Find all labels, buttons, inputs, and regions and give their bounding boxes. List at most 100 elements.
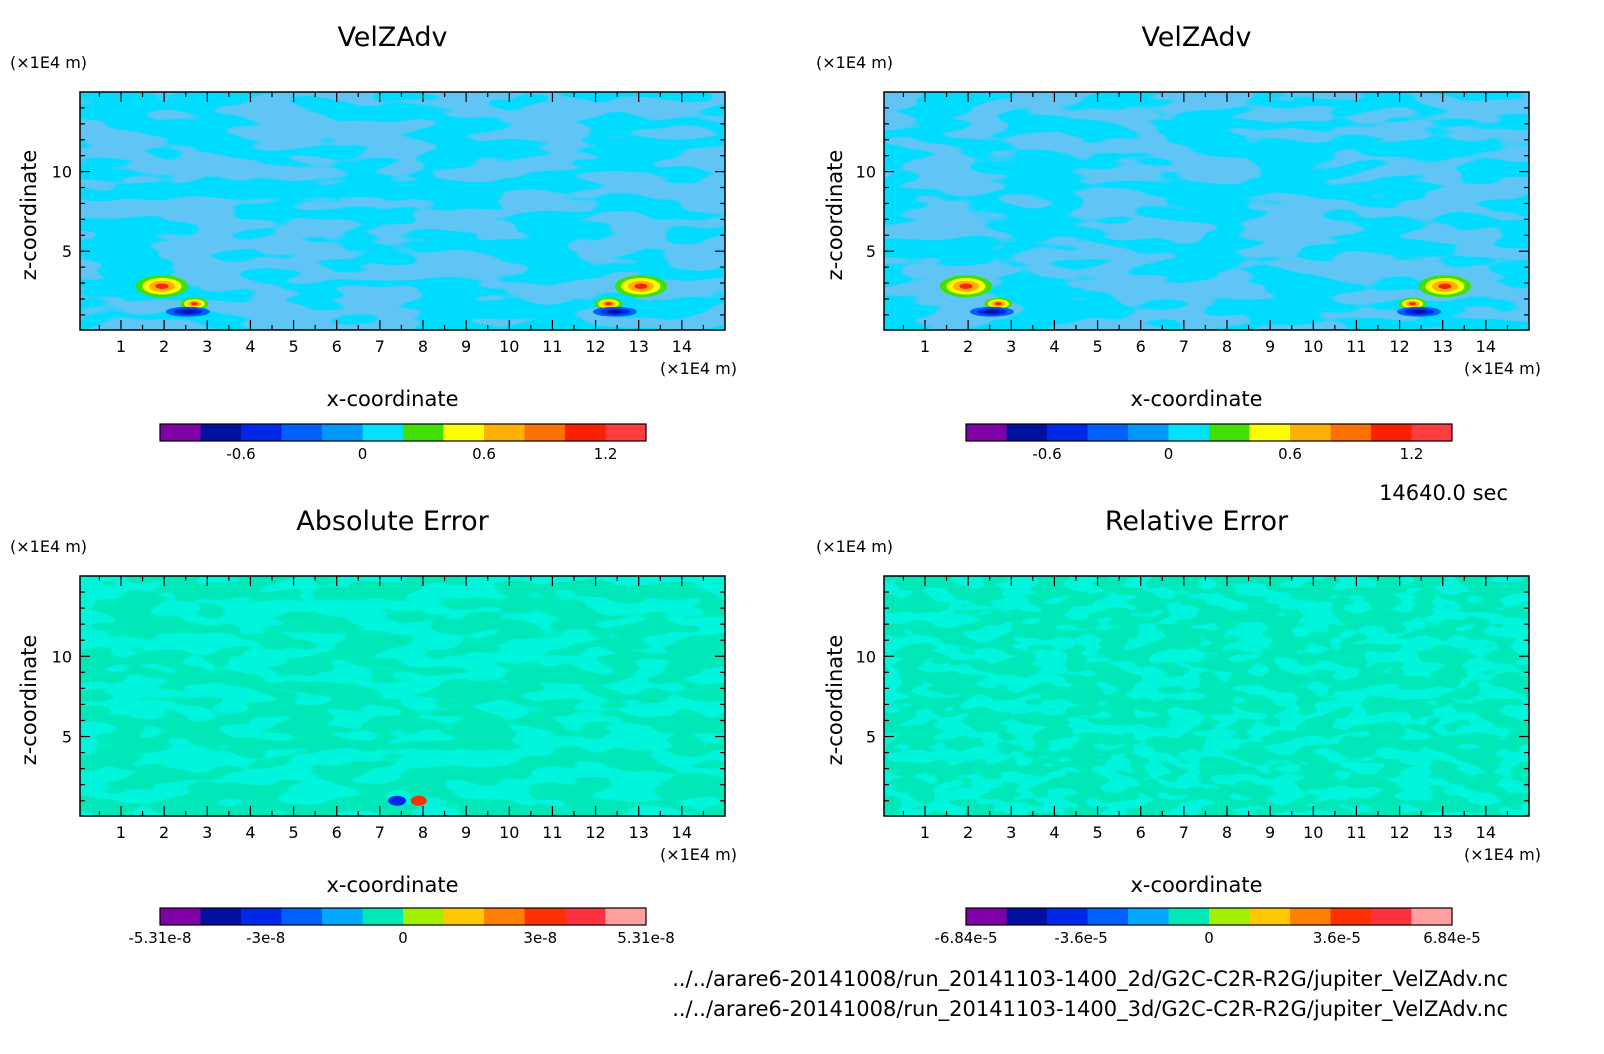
colorbar: -0.6 0 0.6 1.2 <box>159 423 647 463</box>
x-tick-label: 6 <box>1136 823 1146 842</box>
colorbar-swatch <box>281 424 323 441</box>
x-unit-label: (×1E4 m) <box>660 359 737 378</box>
colorbar-swatch <box>1087 908 1129 925</box>
colorbar-swatch <box>1249 424 1291 441</box>
x-tick-label: 5 <box>288 337 298 356</box>
y-tick-label: 10 <box>856 647 876 666</box>
y-unit-label: (×1E4 m) <box>10 537 87 556</box>
heatmap-field <box>80 576 725 816</box>
colorbar-swatch <box>1047 424 1088 441</box>
downdraft-left-ring <box>984 310 1000 314</box>
colorbar-swatch <box>966 424 1007 441</box>
x-tick-label: 10 <box>1303 337 1323 356</box>
colorbar-swatch <box>605 424 647 441</box>
x-tick-label: 7 <box>375 823 385 842</box>
chart-title: Relative Error <box>1105 506 1289 537</box>
file-path-2: ../../arare6-20141008/run_20141103-1400_… <box>672 997 1508 1022</box>
x-tick-label: 9 <box>461 823 471 842</box>
x-tick-label: 1 <box>920 823 930 842</box>
x-tick-label: 12 <box>585 337 605 356</box>
x-tick-label: 8 <box>1222 337 1232 356</box>
x-tick-label: 13 <box>1433 823 1453 842</box>
colorbar-swatch <box>524 908 566 925</box>
x-tick-label: 11 <box>542 337 562 356</box>
colorbar-frame <box>965 907 1453 926</box>
x-tick-label: 2 <box>159 823 169 842</box>
colorbar-swatch <box>281 908 323 925</box>
chart-title: VelZAdv <box>337 22 447 53</box>
chart-title: VelZAdv <box>1141 22 1251 53</box>
updraft-left-ring <box>959 283 973 289</box>
x-tick-label: 7 <box>1179 337 1189 356</box>
colorbar-swatch <box>484 908 525 925</box>
plot-frame <box>883 91 1530 331</box>
y-unit-label: (×1E4 m) <box>816 537 893 556</box>
x-unit-label: (×1E4 m) <box>1464 359 1541 378</box>
colorbar-swatch <box>565 424 606 441</box>
heatmap-field <box>80 92 725 330</box>
panel-top-right: VelZAdv(×1E4 m)1 2 3 4 5 6 7 8 9 10 11 12 13 14510(×1… <box>816 22 1541 463</box>
x-tick-label: 9 <box>1265 823 1275 842</box>
colorbar-swatch <box>362 424 404 441</box>
x-tick-label: 9 <box>1265 337 1275 356</box>
colorbar-tick-label: -5.31e-8 <box>129 929 192 947</box>
updraft-right-ring <box>1438 283 1452 289</box>
x-unit-label: (×1E4 m) <box>1464 845 1541 864</box>
updraft-left-small-ring <box>994 302 1002 306</box>
x-axis-label: x-coordinate <box>1130 873 1262 897</box>
y-tick-label: 5 <box>866 242 876 261</box>
colorbar-swatch <box>1371 908 1412 925</box>
x-tick-label: 11 <box>1346 337 1366 356</box>
y-axis-label: z-coordinate <box>823 150 847 281</box>
x-tick-label: 14 <box>672 337 692 356</box>
updraft-right-ring <box>634 283 648 289</box>
downdraft-right-ring <box>607 310 623 314</box>
colorbar-swatch <box>200 424 242 441</box>
colorbar-tick-label: 0.6 <box>472 445 496 463</box>
colorbar-swatch <box>565 908 606 925</box>
updraft-left <box>939 275 992 298</box>
x-tick-label: 3 <box>202 337 212 356</box>
x-tick-label: 1 <box>920 337 930 356</box>
x-axis-label: x-coordinate <box>1130 387 1262 411</box>
panel-bottom-right: Relative Error(×1E4 m)1 2 3 4 5 6 7 8 9 10 11 12 13 1… <box>816 506 1541 947</box>
y-unit-label: (×1E4 m) <box>10 53 87 72</box>
colorbar-swatch <box>160 424 201 441</box>
x-tick-label: 5 <box>288 823 298 842</box>
colorbar-tick-label: 0.6 <box>1278 445 1302 463</box>
plot-frame <box>79 575 726 817</box>
colorbar-swatch <box>200 908 242 925</box>
x-tick-label: 12 <box>1389 337 1409 356</box>
colorbar-tick-label: -0.6 <box>1032 445 1061 463</box>
x-tick-label: 5 <box>1092 337 1102 356</box>
colorbar: -5.31e-8 -3e-8 0 3e-8 5.31e-8 <box>129 907 675 947</box>
colorbar-swatch <box>1209 424 1250 441</box>
colorbar-tick-label: -3e-8 <box>246 929 285 947</box>
y-unit-label: (×1E4 m) <box>816 53 893 72</box>
downdraft-left <box>969 306 1014 317</box>
colorbar-swatch <box>524 424 566 441</box>
x-tick-label: 13 <box>629 823 649 842</box>
x-axis-label: x-coordinate <box>326 873 458 897</box>
panel-top-left: VelZAdv(×1E4 m)1 2 3 4 5 6 7 8 9 10 11 12 13 14510(×1… <box>10 22 737 463</box>
x-tick-label: 14 <box>1476 337 1496 356</box>
error-spot-negative <box>388 795 407 806</box>
colorbar-swatch <box>241 424 282 441</box>
x-tick-label: 8 <box>418 823 428 842</box>
x-tick-label: 8 <box>418 337 428 356</box>
x-tick-label: 8 <box>1222 823 1232 842</box>
y-tick-label: 10 <box>856 163 876 182</box>
x-tick-label: 7 <box>375 337 385 356</box>
plot-frame <box>79 91 726 331</box>
x-tick-label: 6 <box>332 823 342 842</box>
plot-frame <box>883 575 1530 817</box>
updraft-left-small-ring <box>190 302 198 306</box>
x-tick-label: 4 <box>245 337 255 356</box>
colorbar: -0.6 0 0.6 1.2 <box>965 423 1453 463</box>
colorbar-frame <box>159 907 647 926</box>
y-tick-label: 10 <box>52 163 72 182</box>
colorbar-swatch <box>1047 908 1088 925</box>
x-tick-label: 4 <box>245 823 255 842</box>
colorbar-swatch <box>1330 424 1372 441</box>
x-tick-label: 14 <box>1476 823 1496 842</box>
